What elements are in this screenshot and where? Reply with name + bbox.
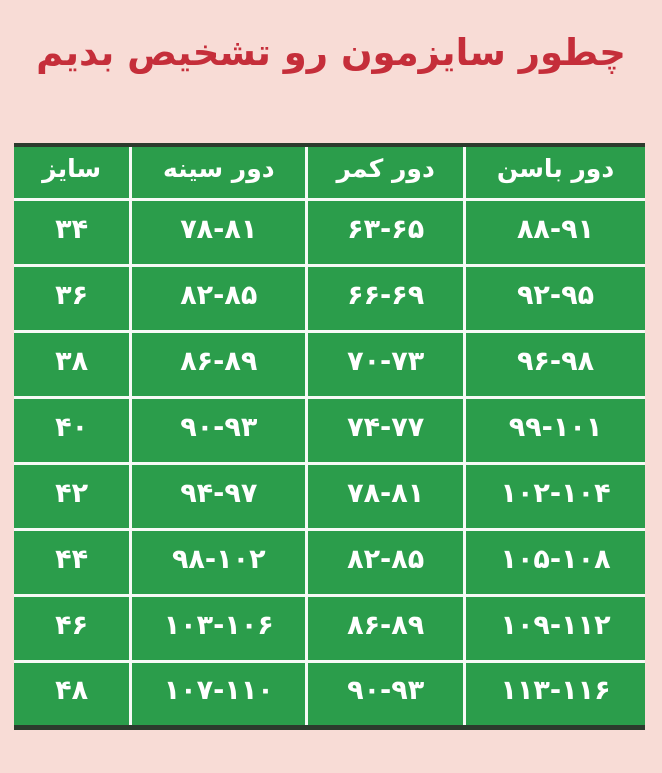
- table-cell: ۷۸-۸۱: [305, 462, 467, 532]
- table-cell: ۳۴: [14, 198, 133, 268]
- table-cell: ۸۸-۹۱: [463, 198, 645, 268]
- column-header: دور سینه: [129, 144, 309, 202]
- table-cell: ۱۰۷-۱۱۰: [129, 660, 309, 728]
- table-cell: ۸۶-۸۹: [305, 594, 467, 664]
- table-cell: ۴۴: [14, 528, 133, 598]
- table-cell: ۱۰۳-۱۰۶: [129, 594, 309, 664]
- table-cell: ۶۶-۶۹: [305, 264, 467, 334]
- table-row: ۳۸ ۸۶-۸۹ ۷۰-۷۳ ۹۶-۹۸: [14, 330, 645, 400]
- table-row: ۴۰ ۹۰-۹۳ ۷۴-۷۷ ۹۹-۱۰۱: [14, 396, 645, 466]
- table-cell: ۴۶: [14, 594, 133, 664]
- column-header: سایز: [14, 144, 133, 202]
- table-cell: ۳۸: [14, 330, 133, 400]
- table-row: ۴۲ ۹۴-۹۷ ۷۸-۸۱ ۱۰۲-۱۰۴: [14, 462, 645, 532]
- table-cell: ۱۰۵-۱۰۸: [463, 528, 645, 598]
- table-cell: ۹۶-۹۸: [463, 330, 645, 400]
- table-body: ۳۴ ۷۸-۸۱ ۶۳-۶۵ ۸۸-۹۱ ۳۶ ۸۲-۸۵ ۶۶-۶۹ ۹۲-۹۵ ۳۸ ۸۶-۸…: [14, 198, 645, 728]
- size-chart-table: سایز دور سینه دور کمر دور باسن ۳۴ ۷۸-۸۱ ۶۳-۶۵…: [14, 142, 645, 731]
- table-cell: ۱۰۲-۱۰۴: [463, 462, 645, 532]
- table-cell: ۴۲: [14, 462, 133, 532]
- table-cell: ۹۴-۹۷: [129, 462, 309, 532]
- table-cell: ۹۸-۱۰۲: [129, 528, 309, 598]
- table-cell: ۷۰-۷۳: [305, 330, 467, 400]
- table-cell: ۸۲-۸۵: [305, 528, 467, 598]
- table-cell: ۷۴-۷۷: [305, 396, 467, 466]
- column-header: دور باسن: [463, 144, 645, 202]
- table-cell: ۹۰-۹۳: [305, 660, 467, 728]
- table-cell: ۹۹-۱۰۱: [463, 396, 645, 466]
- table-cell: ۹۲-۹۵: [463, 264, 645, 334]
- table-cell: ۸۲-۸۵: [129, 264, 309, 334]
- table-cell: ۸۶-۸۹: [129, 330, 309, 400]
- header-row: سایز دور سینه دور کمر دور باسن: [14, 144, 645, 202]
- column-header: دور کمر: [305, 144, 467, 202]
- table-cell: ۴۸: [14, 660, 133, 728]
- table-cell: ۱۱۳-۱۱۶: [463, 660, 645, 728]
- table-row: ۴۶ ۱۰۳-۱۰۶ ۸۶-۸۹ ۱۰۹-۱۱۲: [14, 594, 645, 664]
- table-cell: ۴۰: [14, 396, 133, 466]
- table-cell: ۷۸-۸۱: [129, 198, 309, 268]
- table-cell: ۳۶: [14, 264, 133, 334]
- table-head: سایز دور سینه دور کمر دور باسن: [14, 144, 645, 202]
- table-row: ۴۴ ۹۸-۱۰۲ ۸۲-۸۵ ۱۰۵-۱۰۸: [14, 528, 645, 598]
- table-row: ۴۸ ۱۰۷-۱۱۰ ۹۰-۹۳ ۱۱۳-۱۱۶: [14, 660, 645, 728]
- page: چطور سایزمون رو تشخیص بدیم سایز دور سینه د…: [0, 26, 662, 731]
- page-title: چطور سایزمون رو تشخیص بدیم: [36, 31, 626, 74]
- table-row: ۳۶ ۸۲-۸۵ ۶۶-۶۹ ۹۲-۹۵: [14, 264, 645, 334]
- table-row: ۳۴ ۷۸-۸۱ ۶۳-۶۵ ۸۸-۹۱: [14, 198, 645, 268]
- table-cell: ۱۰۹-۱۱۲: [463, 594, 645, 664]
- table-cell: ۶۳-۶۵: [305, 198, 467, 268]
- table-cell: ۹۰-۹۳: [129, 396, 309, 466]
